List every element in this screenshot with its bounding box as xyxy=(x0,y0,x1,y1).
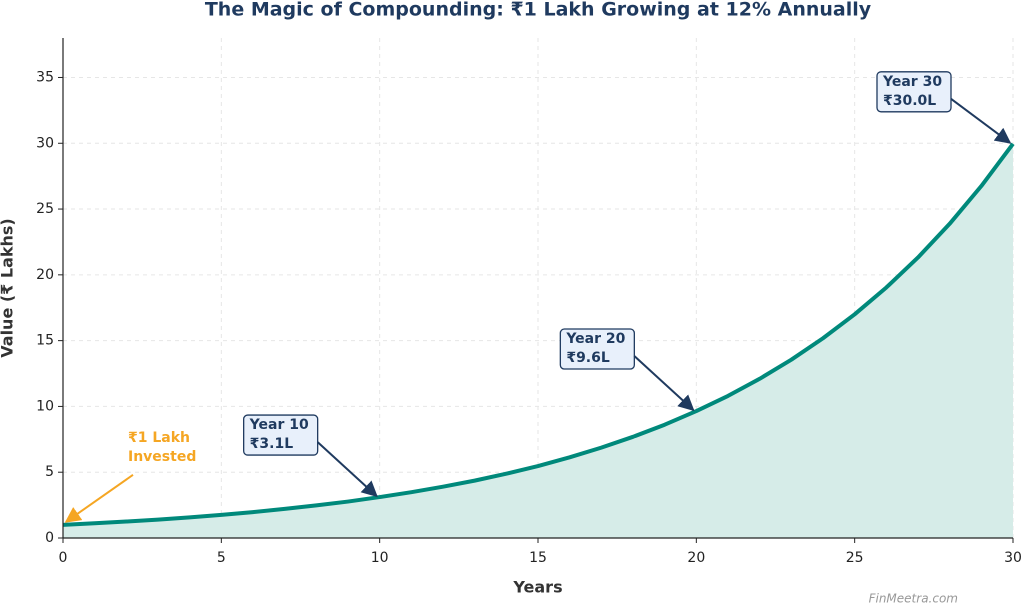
annotation-text: Year 10 xyxy=(249,417,309,433)
annotation-arrow xyxy=(64,474,134,523)
y-tick-label: 25 xyxy=(36,201,54,217)
x-tick-label: 15 xyxy=(529,550,547,566)
annotation-text: ₹9.6L xyxy=(566,350,610,366)
x-tick-label: 10 xyxy=(371,550,389,566)
y-tick-label: 10 xyxy=(36,398,54,414)
annotation: Year 20 ₹9.6L xyxy=(559,328,695,412)
x-tick-label: 0 xyxy=(59,550,68,566)
line xyxy=(62,142,1015,527)
annotation-box xyxy=(559,328,635,370)
y-tick-label: 30 xyxy=(36,135,54,151)
annotation-arrow xyxy=(316,441,378,498)
annotation-text: ₹30.0L xyxy=(883,93,936,109)
x-axis-label: Years xyxy=(512,578,562,597)
annotation-arrow xyxy=(633,355,695,412)
chart-title: The Magic of Compounding: ₹1 Lakh Growin… xyxy=(205,0,872,21)
x-tick-label: 25 xyxy=(846,550,864,566)
annotation-text: ₹3.1L xyxy=(250,436,294,452)
annotation-text: Year 30 xyxy=(882,74,942,90)
annotation-box xyxy=(876,71,952,113)
y-tick-label: 0 xyxy=(45,530,54,546)
annotation-text: ₹1 Lakh xyxy=(128,430,190,446)
annotation-text: Year 20 xyxy=(565,331,625,347)
x-tick-label: 30 xyxy=(1004,550,1022,566)
annotation: Year 10 ₹3.1L xyxy=(243,414,378,498)
annotation: Year 30 ₹30.0L xyxy=(876,71,1012,144)
annotation-text: Invested xyxy=(128,449,196,465)
area xyxy=(63,143,1013,538)
watermark: FinMeetra.com xyxy=(869,592,958,606)
y-tick-label: 20 xyxy=(36,267,54,283)
x-tick-label: 20 xyxy=(687,550,705,566)
annotation-arrow xyxy=(950,97,1012,144)
y-tick-label: 5 xyxy=(45,464,54,480)
annotation: ₹1 Lakh Invested xyxy=(64,430,196,523)
x-tick-label: 5 xyxy=(217,550,226,566)
y-tick-label: 15 xyxy=(36,333,54,349)
y-axis-label: Value (₹ Lakhs) xyxy=(0,218,17,357)
y-tick-label: 35 xyxy=(36,69,54,85)
annotation-box xyxy=(243,414,319,456)
